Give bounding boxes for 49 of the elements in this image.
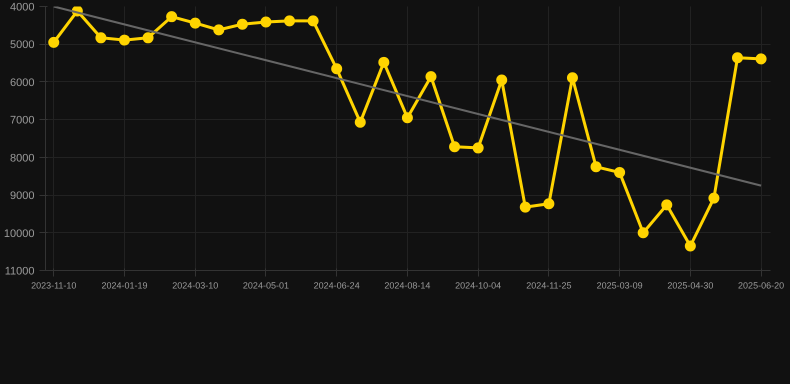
point: [732, 52, 743, 64]
point: [684, 240, 696, 252]
point: [614, 166, 626, 178]
x-tick-label: 2024-05-01: [242, 280, 289, 290]
point: [48, 36, 60, 48]
y-tick-label: 7000: [10, 114, 35, 127]
point: [520, 202, 531, 213]
point: [142, 32, 154, 44]
point: [496, 74, 508, 86]
point: [756, 53, 767, 64]
point: [213, 24, 224, 36]
x-tick-label: 2024-01-19: [101, 280, 148, 290]
y-tick-label: 11000: [4, 266, 35, 278]
point: [190, 18, 201, 29]
point: [449, 141, 460, 152]
y-tick-label: 9000: [10, 190, 35, 202]
point: [378, 56, 390, 68]
x-tick-label: 2024-06-24: [314, 280, 360, 290]
point: [425, 71, 436, 82]
x-tick-label: 2025-03-09: [596, 280, 643, 290]
y-tick-label: 8000: [10, 152, 35, 164]
point: [118, 34, 130, 46]
x-tick-label: 2025-06-20: [738, 280, 784, 290]
point: [284, 15, 296, 26]
point: [472, 142, 484, 154]
x-tick-label: 2023-11-10: [31, 280, 76, 290]
y-tick-label: 10000: [4, 228, 35, 240]
y-tick-label: 6000: [10, 76, 35, 89]
x-tick-label: 2024-08-14: [384, 280, 430, 290]
point: [95, 32, 106, 44]
x-tick-label: 2024-03-10: [172, 280, 218, 290]
point: [708, 192, 720, 204]
x-tick-label: 2024-10-04: [455, 280, 502, 290]
point: [566, 72, 578, 84]
point: [354, 116, 366, 128]
point: [166, 11, 178, 22]
point: [590, 161, 602, 172]
point: [331, 63, 342, 74]
x-tick-label: 2025-04-30: [667, 280, 714, 290]
point: [638, 227, 649, 238]
x-tick-label: 2024-11-25: [526, 280, 572, 290]
point: [661, 199, 672, 210]
y-tick-label: 5000: [10, 39, 35, 52]
point: [543, 198, 554, 210]
point: [236, 18, 248, 30]
y-tick-label: 4000: [10, 2, 35, 14]
point: [308, 15, 319, 26]
point: [260, 16, 272, 28]
point: [402, 112, 413, 124]
